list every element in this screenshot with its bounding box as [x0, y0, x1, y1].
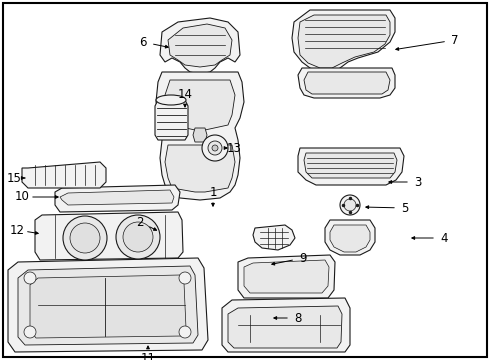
Text: 9: 9 — [299, 252, 307, 265]
Circle shape — [24, 272, 36, 284]
Polygon shape — [193, 128, 207, 142]
Polygon shape — [298, 15, 390, 68]
Polygon shape — [253, 225, 295, 250]
Circle shape — [116, 215, 160, 259]
Polygon shape — [60, 190, 174, 205]
Polygon shape — [244, 260, 329, 293]
Circle shape — [344, 199, 356, 211]
Polygon shape — [298, 148, 404, 185]
Polygon shape — [35, 212, 183, 260]
Polygon shape — [292, 10, 395, 72]
Circle shape — [63, 216, 107, 260]
Circle shape — [202, 135, 228, 161]
Polygon shape — [160, 18, 240, 74]
Circle shape — [24, 326, 36, 338]
Circle shape — [179, 272, 191, 284]
Circle shape — [179, 326, 191, 338]
Polygon shape — [330, 225, 370, 252]
Text: 1: 1 — [209, 185, 217, 198]
Polygon shape — [165, 145, 235, 192]
Text: 2: 2 — [136, 216, 144, 229]
Polygon shape — [22, 162, 106, 188]
Polygon shape — [30, 275, 186, 338]
Polygon shape — [55, 185, 180, 212]
Circle shape — [123, 222, 153, 252]
Polygon shape — [168, 24, 232, 67]
Circle shape — [208, 141, 222, 155]
Text: 8: 8 — [294, 311, 302, 324]
Polygon shape — [155, 100, 188, 140]
Polygon shape — [238, 255, 335, 298]
Text: 3: 3 — [415, 175, 422, 189]
Polygon shape — [222, 298, 350, 352]
Text: 13: 13 — [226, 141, 242, 154]
Text: 14: 14 — [177, 89, 193, 102]
Polygon shape — [18, 266, 198, 345]
Polygon shape — [304, 153, 397, 178]
Text: 11: 11 — [141, 351, 155, 360]
Polygon shape — [8, 258, 208, 352]
Text: 5: 5 — [401, 202, 409, 215]
Circle shape — [70, 223, 100, 253]
Text: 4: 4 — [440, 231, 448, 244]
Polygon shape — [298, 68, 395, 98]
Text: 10: 10 — [15, 190, 29, 203]
Text: 6: 6 — [139, 36, 147, 49]
Polygon shape — [304, 72, 390, 94]
Circle shape — [340, 195, 360, 215]
Text: 15: 15 — [6, 171, 22, 184]
Text: 12: 12 — [9, 224, 24, 237]
Polygon shape — [156, 72, 244, 200]
Text: 7: 7 — [451, 33, 459, 46]
Polygon shape — [325, 220, 375, 255]
Circle shape — [212, 145, 218, 151]
Ellipse shape — [156, 95, 186, 105]
Polygon shape — [165, 80, 235, 130]
Polygon shape — [228, 306, 342, 348]
